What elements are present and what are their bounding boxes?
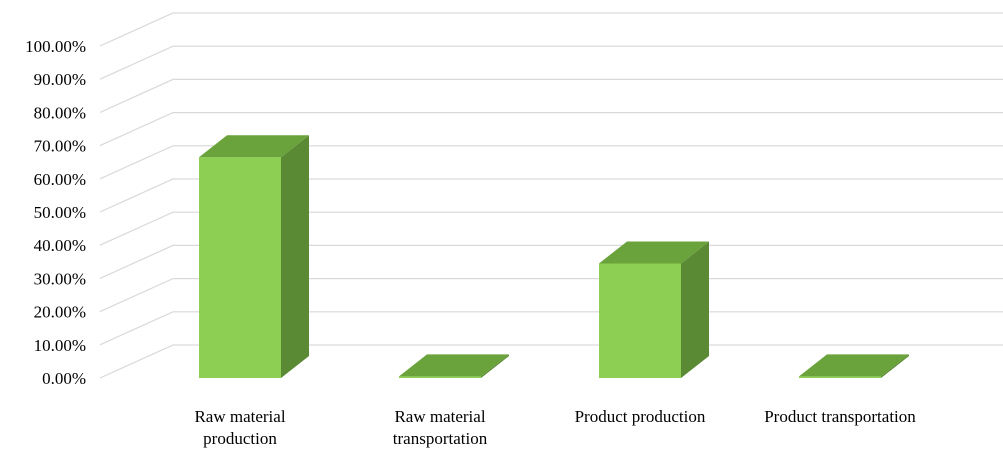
gridline: [99, 244, 1003, 279]
y-tick-label: 30.00%: [34, 269, 86, 288]
bars: [199, 135, 909, 378]
bar-front-face: [399, 376, 481, 378]
bar-front-face: [199, 157, 281, 378]
x-category-label: Product production: [575, 407, 706, 426]
x-category-label: Product transportation: [764, 407, 916, 426]
bar-side-face: [681, 241, 709, 378]
bar-top-face: [599, 241, 709, 264]
bar-side-face: [281, 135, 309, 378]
y-axis-tick-labels: 0.00% 10.00% 20.00% 30.00% 40.00% 50.00% 60.00…: [25, 37, 86, 388]
x-category-label: Raw material production: [194, 407, 285, 448]
y-tick-label: 20.00%: [34, 303, 86, 322]
x-axis-category-labels: Raw material production Raw material transp…: [194, 407, 916, 448]
bar: [399, 354, 509, 378]
gridline: [99, 12, 1003, 47]
x-category-label: Raw material transportation: [393, 407, 488, 448]
gridline: [99, 145, 1003, 180]
gridline: [99, 111, 1003, 147]
gridline: [99, 311, 1003, 346]
gridline: [99, 344, 1003, 379]
y-tick-label: 80.00%: [34, 103, 86, 122]
y-tick-label: 90.00%: [34, 70, 86, 89]
bar-front-face: [599, 263, 681, 378]
y-tick-label: 100.00%: [25, 37, 86, 56]
gridlines: [99, 12, 1003, 379]
bar: [599, 241, 709, 378]
y-tick-label: 50.00%: [34, 203, 86, 222]
y-tick-label: 10.00%: [34, 336, 86, 355]
bar-top-face: [799, 354, 909, 377]
bar-top-face: [399, 354, 509, 377]
bar: [799, 354, 909, 378]
bar: [199, 135, 309, 378]
y-tick-label: 40.00%: [34, 236, 86, 255]
gridline: [99, 78, 1003, 113]
bar-side-face: [881, 354, 909, 378]
y-tick-label: 60.00%: [34, 170, 86, 189]
gridline: [99, 178, 1003, 213]
bar-front-face: [799, 376, 881, 378]
bar-side-face: [481, 354, 509, 378]
gridline: [99, 211, 1003, 246]
y-tick-label: 70.00%: [34, 137, 86, 156]
bar-top-face: [199, 135, 309, 158]
gridline: [99, 45, 1003, 80]
gridline: [99, 278, 1003, 313]
y-tick-label: 0.00%: [42, 369, 86, 388]
